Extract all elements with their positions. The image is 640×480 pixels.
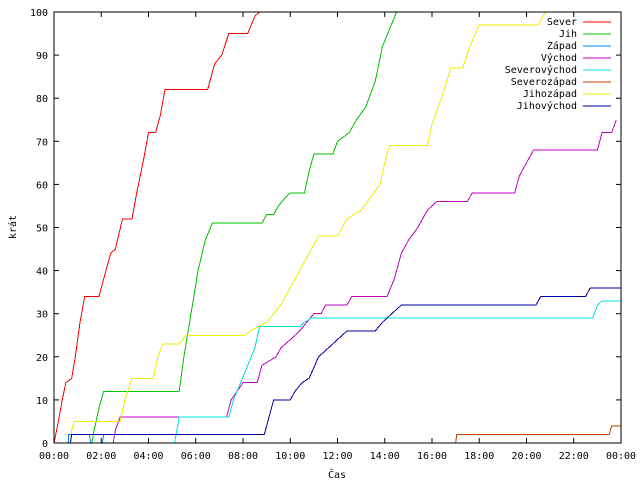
legend-label: Jih bbox=[559, 29, 577, 40]
x-tick-label: 16:00 bbox=[417, 451, 447, 462]
legend-label: Východ bbox=[541, 52, 577, 64]
series-layer bbox=[53, 11, 621, 444]
series-line-jihovýchod bbox=[54, 287, 621, 444]
x-tick-label: 10:00 bbox=[275, 451, 305, 462]
series-line-severozápad bbox=[455, 425, 621, 444]
series-line-sever bbox=[53, 11, 260, 444]
legend-label: Jihovýchod bbox=[517, 100, 577, 112]
y-tick-label: 40 bbox=[36, 267, 48, 278]
legend-label: Jihozápad bbox=[523, 88, 577, 100]
x-tick-label: 02:00 bbox=[86, 451, 116, 462]
x-tick-label: 12:00 bbox=[322, 451, 352, 462]
x-tick-label: 14:00 bbox=[370, 451, 400, 462]
legend-label: Severovýchod bbox=[505, 64, 577, 76]
legend-label: Severozápad bbox=[511, 76, 577, 88]
y-axis-label: krát bbox=[7, 215, 19, 239]
ticks-layer: 00:00 02:00 04:00 06:00 08:00 10:00 12:00 14:00… bbox=[30, 8, 636, 462]
y-tick-label: 60 bbox=[36, 180, 48, 191]
y-tick-label: 0 bbox=[42, 439, 48, 450]
legend: SeverJihZápadVýchodSeverovýchodSeverozáp… bbox=[505, 17, 611, 112]
y-tick-label: 50 bbox=[36, 224, 48, 235]
y-tick-label: 100 bbox=[30, 8, 48, 19]
x-tick-label: 00:00 bbox=[606, 451, 636, 462]
x-tick-label: 00:00 bbox=[39, 451, 69, 462]
x-tick-label: 18:00 bbox=[464, 451, 494, 462]
x-tick-label: 06:00 bbox=[181, 451, 211, 462]
x-tick-label: 04:00 bbox=[133, 451, 163, 462]
x-tick-label: 20:00 bbox=[511, 451, 541, 462]
y-tick-label: 70 bbox=[36, 137, 48, 148]
series-line-západ bbox=[54, 433, 109, 444]
y-tick-label: 80 bbox=[36, 94, 48, 105]
x-tick-label: 22:00 bbox=[559, 451, 589, 462]
series-line-jihozápad bbox=[54, 11, 555, 444]
x-tick-label: 08:00 bbox=[228, 451, 258, 462]
x-axis-label: Čas bbox=[328, 468, 346, 480]
series-line-východ bbox=[54, 119, 617, 444]
y-tick-label: 30 bbox=[36, 310, 48, 321]
legend-label: Západ bbox=[547, 40, 577, 52]
legend-label: Sever bbox=[547, 17, 577, 28]
series-line-severovýchod bbox=[54, 300, 621, 444]
y-tick-label: 20 bbox=[36, 353, 48, 364]
series-line-jih bbox=[54, 11, 398, 444]
y-tick-label: 10 bbox=[36, 396, 48, 407]
y-tick-label: 90 bbox=[36, 51, 48, 62]
